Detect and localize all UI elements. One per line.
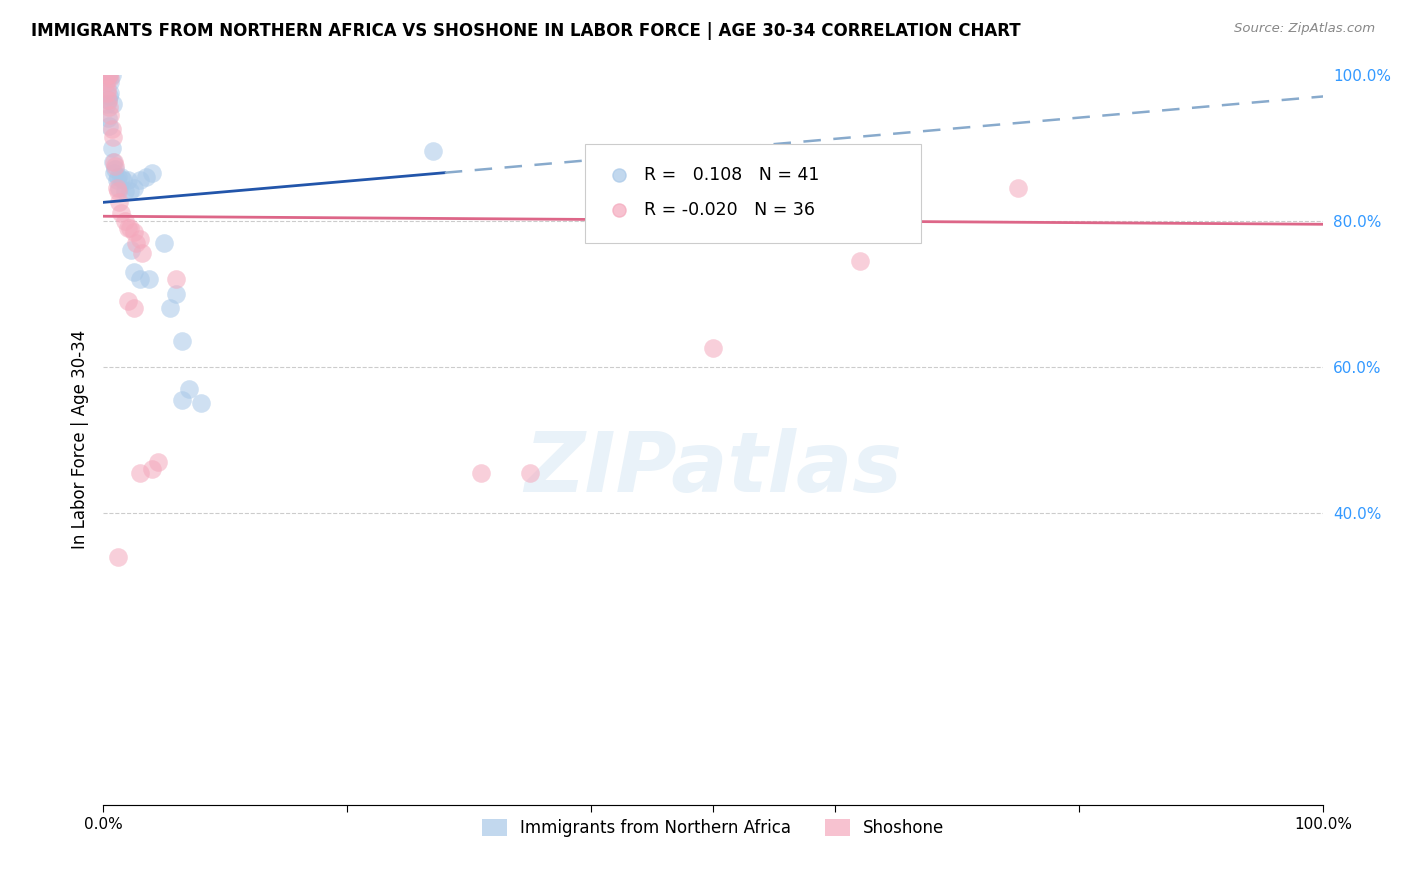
Point xyxy=(96,86,118,100)
Point xyxy=(100,75,122,89)
Text: R = -0.020   N = 36: R = -0.020 N = 36 xyxy=(644,201,814,219)
Point xyxy=(110,206,132,220)
FancyBboxPatch shape xyxy=(585,144,921,243)
Point xyxy=(96,82,118,96)
Point xyxy=(98,68,121,82)
Point xyxy=(125,235,148,250)
Point xyxy=(141,462,163,476)
Point xyxy=(128,173,150,187)
Text: R =   0.108   N = 41: R = 0.108 N = 41 xyxy=(644,166,820,184)
Point xyxy=(97,93,120,107)
Point xyxy=(122,225,145,239)
Point xyxy=(117,293,139,308)
Point xyxy=(111,173,134,187)
Point xyxy=(100,122,122,136)
Point xyxy=(94,68,117,82)
Text: ZIPatlas: ZIPatlas xyxy=(524,428,903,509)
Text: Source: ZipAtlas.com: Source: ZipAtlas.com xyxy=(1234,22,1375,36)
Point xyxy=(101,96,124,111)
Point xyxy=(98,100,121,114)
Point xyxy=(107,185,129,199)
Point xyxy=(103,166,125,180)
Point xyxy=(165,286,187,301)
Point xyxy=(131,246,153,260)
Point xyxy=(105,180,128,194)
Point xyxy=(177,382,200,396)
Point xyxy=(1007,180,1029,194)
Point xyxy=(172,334,194,348)
Point xyxy=(96,68,118,82)
Point xyxy=(159,301,181,316)
Point xyxy=(98,119,121,133)
Point xyxy=(128,466,150,480)
Point xyxy=(94,75,117,89)
Point xyxy=(117,221,139,235)
Point xyxy=(104,159,127,173)
Point xyxy=(97,68,120,82)
Point xyxy=(100,68,122,82)
Text: IMMIGRANTS FROM NORTHERN AFRICA VS SHOSHONE IN LABOR FORCE | AGE 30-34 CORRELATI: IMMIGRANTS FROM NORTHERN AFRICA VS SHOSH… xyxy=(31,22,1021,40)
Point xyxy=(519,466,541,480)
Point xyxy=(97,112,120,126)
Point xyxy=(141,166,163,180)
Point xyxy=(100,71,122,86)
Point xyxy=(107,169,129,184)
Point xyxy=(607,168,630,182)
Point xyxy=(105,173,128,187)
Y-axis label: In Labor Force | Age 30-34: In Labor Force | Age 30-34 xyxy=(72,330,89,549)
Point xyxy=(138,272,160,286)
Point xyxy=(118,185,141,199)
Point xyxy=(110,169,132,184)
Point xyxy=(117,173,139,187)
Point xyxy=(100,140,122,154)
Point xyxy=(108,195,131,210)
Point xyxy=(97,71,120,86)
Point xyxy=(165,272,187,286)
Point xyxy=(98,89,121,103)
Point xyxy=(103,155,125,169)
Point xyxy=(607,202,630,217)
Point xyxy=(422,145,444,159)
Point xyxy=(114,213,136,227)
Point xyxy=(108,180,131,194)
Point xyxy=(135,169,157,184)
Point xyxy=(107,549,129,564)
Point xyxy=(172,392,194,407)
Point xyxy=(146,455,169,469)
Point xyxy=(190,396,212,410)
Point xyxy=(118,221,141,235)
Point xyxy=(101,155,124,169)
Point xyxy=(114,185,136,199)
Point xyxy=(122,265,145,279)
Point xyxy=(100,86,122,100)
Point xyxy=(128,232,150,246)
Point xyxy=(122,301,145,316)
Point xyxy=(702,342,724,356)
Point xyxy=(104,162,127,177)
Point xyxy=(96,96,118,111)
Point xyxy=(128,272,150,286)
Point xyxy=(470,466,492,480)
Point xyxy=(101,129,124,144)
Point xyxy=(848,253,870,268)
Point xyxy=(120,243,142,257)
Point xyxy=(98,68,121,82)
Legend: Immigrants from Northern Africa, Shoshone: Immigrants from Northern Africa, Shoshon… xyxy=(475,813,950,844)
Point xyxy=(97,93,120,107)
Point xyxy=(122,180,145,194)
Point xyxy=(153,235,176,250)
Point xyxy=(100,108,122,122)
